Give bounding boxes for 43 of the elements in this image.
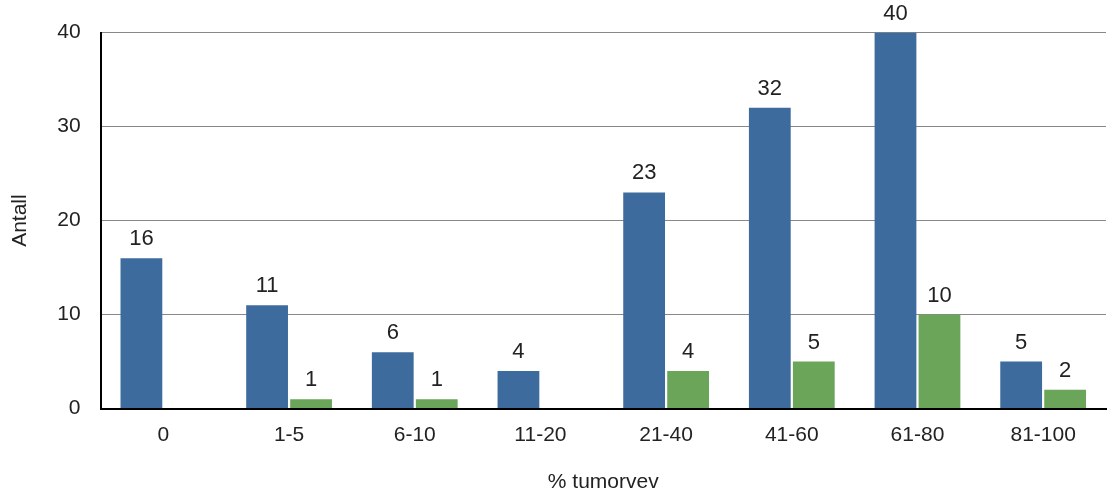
x-tick-label: 61-80 xyxy=(890,422,945,445)
y-tick-label: 40 xyxy=(57,19,81,43)
data-label: 5 xyxy=(1015,328,1028,354)
bar xyxy=(1044,389,1087,409)
y-tick-label: 30 xyxy=(57,113,81,137)
x-tick-label: 6-10 xyxy=(393,422,436,445)
x-tick-label: 1-5 xyxy=(273,422,305,445)
bar xyxy=(371,352,414,409)
bar xyxy=(792,361,835,409)
x-tick-label: 21-40 xyxy=(639,422,693,445)
y-axis-title: Antall xyxy=(7,194,31,247)
data-label: 11 xyxy=(255,272,279,298)
bar xyxy=(667,371,710,409)
x-tick-label: 0 xyxy=(157,422,170,445)
x-tick-label: 11-20 xyxy=(514,422,567,445)
y-tick-label: 20 xyxy=(57,207,81,231)
bar xyxy=(623,192,666,409)
bar xyxy=(120,258,163,409)
bar xyxy=(748,107,791,409)
data-label: 1 xyxy=(304,366,318,392)
data-label: 5 xyxy=(807,328,820,354)
data-label: 16 xyxy=(129,225,154,251)
data-label: 6 xyxy=(386,319,399,345)
data-label: 32 xyxy=(757,74,783,100)
bar xyxy=(874,32,917,409)
data-label: 40 xyxy=(883,0,908,25)
data-label: 4 xyxy=(681,338,695,364)
bar xyxy=(246,305,288,409)
bar xyxy=(1000,361,1043,409)
data-label: 1 xyxy=(430,366,443,392)
data-label: 10 xyxy=(927,281,952,307)
bar xyxy=(918,314,961,409)
bar xyxy=(415,399,458,409)
bar xyxy=(497,371,540,409)
data-label: 23 xyxy=(631,159,657,185)
data-label: 2 xyxy=(1059,356,1072,382)
data-label: 4 xyxy=(512,338,525,364)
x-tick-label: 41-60 xyxy=(764,422,819,445)
y-tick-label: 10 xyxy=(57,301,81,325)
y-tick-label: 0 xyxy=(68,395,81,419)
x-axis-title: % tumorvev xyxy=(547,469,660,493)
x-tick-label: 81-100 xyxy=(1010,422,1076,445)
bar xyxy=(290,399,332,409)
